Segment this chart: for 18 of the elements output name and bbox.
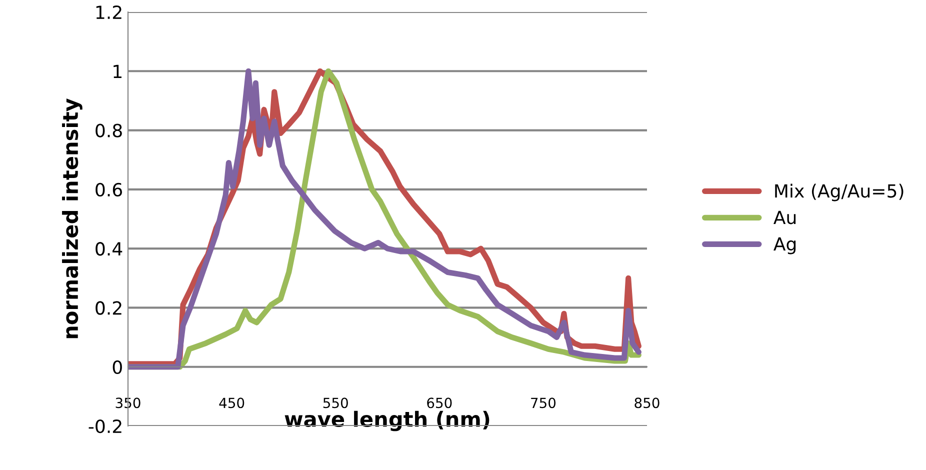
y-tick-label: 1.2 — [96, 5, 122, 19]
y-tick-label: 0.6 — [96, 182, 122, 197]
x-tick-label: 650 — [427, 398, 452, 408]
x-tick-label: 550 — [323, 398, 348, 408]
x-tick-label: 850 — [634, 398, 660, 408]
y-tick-label: 0.2 — [96, 301, 122, 315]
legend-label: Ag — [774, 237, 796, 254]
y-tick-label: 1 — [114, 64, 122, 78]
y-tick-label: 0.8 — [96, 124, 122, 138]
y-tick-label: 0.4 — [96, 242, 122, 256]
legend-label: Mix (Ag/Au=5) — [775, 184, 904, 202]
x-tick-label: 350 — [116, 398, 140, 408]
legend-label: Au — [774, 210, 796, 224]
x-tick-label: 450 — [219, 398, 244, 408]
y-tick-label: 0 — [112, 360, 122, 374]
y-tick-label: -0.2 — [88, 419, 122, 434]
y-axis-title: normalized intensity — [62, 98, 82, 338]
x-tick-label: 750 — [531, 398, 556, 408]
